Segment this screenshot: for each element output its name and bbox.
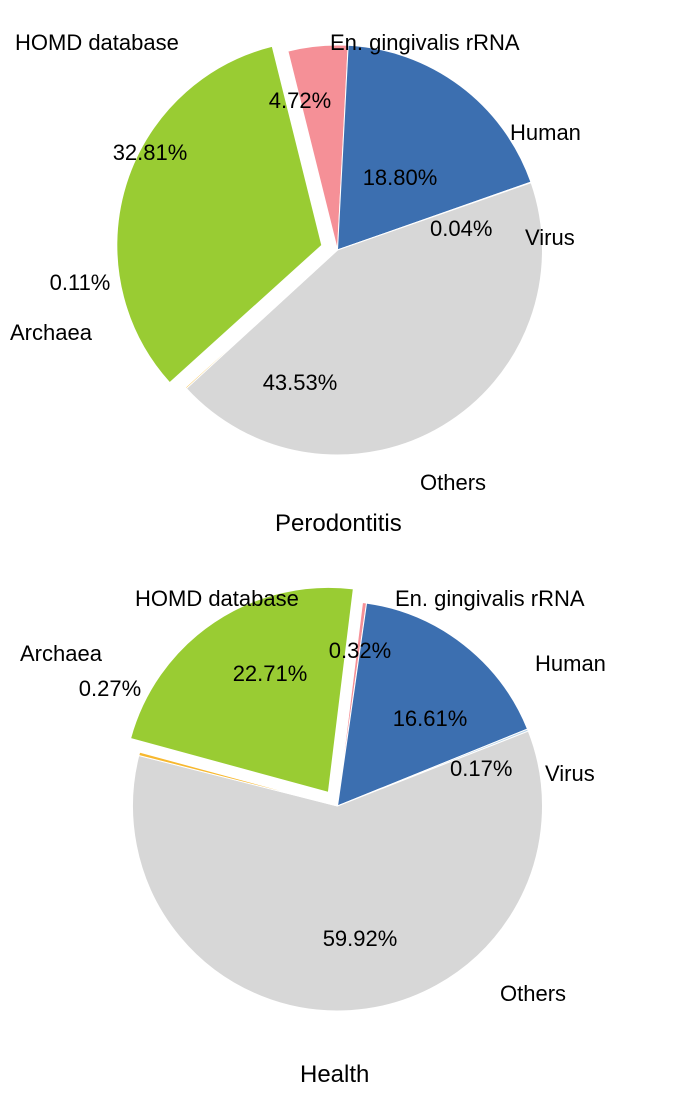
slice-percent: 22.71% — [233, 661, 308, 687]
slice-category-label: Human — [535, 651, 606, 677]
slice-category-label: Human — [510, 120, 581, 146]
slice-category-label: Virus — [525, 225, 575, 251]
slice-category-label: Virus — [545, 761, 595, 787]
chart-title: Perodontitis — [275, 510, 402, 538]
pie-chart: 0.32% 16.61% 0.17% 59.92% 0.27% 22.71% En. gin… — [0, 556, 675, 1112]
slice-percent: 32.81% — [113, 140, 188, 166]
slice-percent: 0.11% — [50, 270, 111, 296]
pie-chart: 4.72% 18.80% 0.04% 43.53% 0.11% 32.81% En. gin… — [0, 0, 675, 556]
chart-title: Health — [300, 1061, 369, 1089]
slice-percent: 59.92% — [323, 926, 398, 952]
slice-percent: 0.32% — [329, 638, 391, 664]
slice-percent: 16.61% — [393, 706, 468, 732]
slice-percent: 18.80% — [363, 165, 438, 191]
slice-percent: 0.17% — [450, 756, 512, 782]
slice-percent: 43.53% — [263, 370, 338, 396]
slice-category-label: HOMD database — [135, 586, 299, 612]
slice-category-label: Archaea — [20, 641, 102, 667]
figure-root: 4.72% 18.80% 0.04% 43.53% 0.11% 32.81% En. gin… — [0, 0, 675, 1112]
slice-category-label: Others — [500, 981, 566, 1007]
slice-category-label: HOMD database — [15, 30, 179, 56]
slice-percent: 4.72% — [269, 88, 331, 114]
slice-category-label: Archaea — [10, 320, 92, 346]
slice-category-label: En. gingivalis rRNA — [330, 30, 520, 56]
slice-category-label: Others — [420, 470, 486, 496]
slice-percent: 0.04% — [430, 216, 492, 242]
slice-category-label: En. gingivalis rRNA — [395, 586, 585, 612]
slice-percent: 0.27% — [79, 676, 141, 702]
